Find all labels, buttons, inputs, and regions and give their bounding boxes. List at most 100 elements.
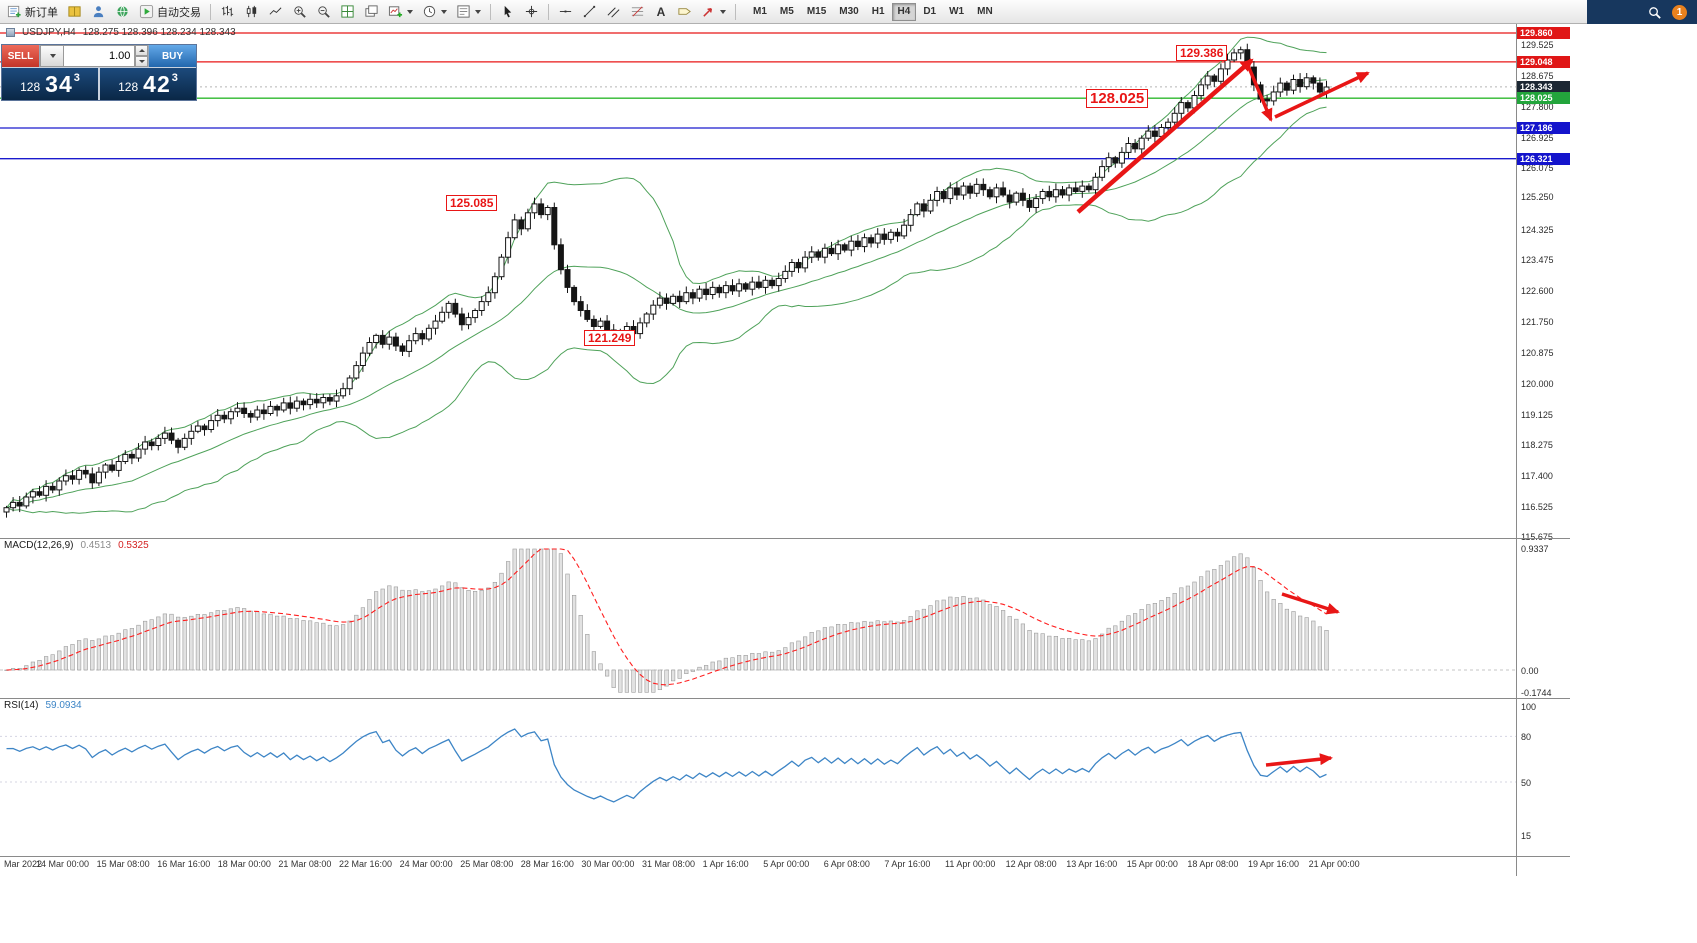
time-axis-label[interactable]: 30 Mar 00:00 [581,859,635,869]
search-icon[interactable] [1647,5,1662,20]
trend-arrow-1[interactable] [1076,58,1254,214]
autotrading-button[interactable]: 自动交易 [135,2,205,22]
time-axis-label[interactable]: 31 Mar 08:00 [642,859,696,869]
lot-spinner [135,45,148,67]
lot-size-input[interactable] [64,45,136,67]
price-tick: 120.000 [1521,378,1554,389]
buy-button[interactable]: BUY [148,45,196,67]
fibonacci-button[interactable] [626,2,649,22]
trade-panel-dropdown[interactable] [40,45,64,67]
bollinger-bands [6,36,1327,514]
time-axis-label[interactable]: 18 Apr 08:00 [1187,859,1239,869]
new-chart-button[interactable] [384,2,417,22]
timeframe-button-D1[interactable]: D1 [917,3,942,21]
chevron-down-icon [49,54,56,58]
cascade-windows-button[interactable] [360,2,383,22]
time-axis-label[interactable]: 13 Apr 16:00 [1066,859,1118,869]
guide-button[interactable] [63,2,86,22]
channel-icon [607,7,620,18]
lot-decrease-button[interactable] [135,56,148,67]
panel-separator-macd[interactable] [0,538,1570,539]
profile-button[interactable] [87,2,110,22]
macd-name: MACD(12,26,9) [4,540,74,551]
price-annotation[interactable]: 121.249 [584,330,636,346]
tile-windows-button[interactable] [336,2,359,22]
timeframe-button-H4[interactable]: H4 [891,2,917,21]
bars-chart-icon [221,5,234,17]
shapes-button[interactable] [697,2,730,22]
crosshair-button[interactable] [520,2,543,22]
time-axis-label[interactable]: 16 Mar 16:00 [157,859,211,869]
price-annotation[interactable]: 128.025 [1086,89,1149,108]
channel-button[interactable] [602,2,625,22]
time-axis-label[interactable]: 25 Mar 08:00 [460,859,514,869]
time-axis-label[interactable]: 15 Apr 00:00 [1126,859,1178,869]
time-axis-label[interactable]: 22 Mar 16:00 [339,859,393,869]
chart-title: USDJPY,H4 128.275 128.396 128.234 128.34… [6,27,236,38]
time-axis-label[interactable]: 5 Apr 00:00 [763,859,810,869]
trend-arrow-4[interactable] [1281,592,1340,615]
buy-price[interactable]: 128 42 3 [100,68,196,100]
price-flag-129.048: 129.048 [1517,55,1570,68]
time-axis-label[interactable]: Mar 2022 [4,859,43,869]
templates-button[interactable] [452,2,485,22]
zoom-out-button[interactable] [312,2,335,22]
trend-arrow-3[interactable] [1274,71,1370,119]
periods-button[interactable] [418,2,451,22]
time-axis-label[interactable]: 7 Apr 16:00 [884,859,931,869]
timeframe-button-W1[interactable]: W1 [943,3,970,21]
timeframe-button-M30[interactable]: M30 [833,3,864,21]
price-tick: 126.075 [1521,162,1554,173]
price-tick: 128.675 [1521,70,1554,81]
trend-arrow-5[interactable] [1265,753,1333,767]
sell-button[interactable]: SELL [2,45,40,67]
zoom-in-button[interactable] [288,2,311,22]
candlestick-chart-button[interactable] [240,2,263,22]
time-axis-label[interactable]: 12 Apr 08:00 [1005,859,1057,869]
notification-badge[interactable]: 1 [1672,4,1687,20]
timeframe-button-MN[interactable]: MN [971,3,999,21]
time-axis-label[interactable]: 21 Mar 08:00 [278,859,332,869]
timeframe-button-M15[interactable]: M15 [801,3,832,21]
community-button[interactable] [111,2,134,22]
price-flag-129.860: 129.860 [1517,27,1570,39]
cursor-button[interactable] [496,2,519,22]
timeframe-button-M1[interactable]: M1 [747,3,773,21]
toolbar-separator [735,3,736,20]
cursor-icon [504,5,512,18]
sell-price[interactable]: 128 34 3 [2,68,98,100]
toolbar-separator [210,3,211,20]
time-axis-label[interactable]: 1 Apr 16:00 [702,859,749,869]
timeframe-button-M5[interactable]: M5 [774,3,800,21]
lot-increase-button[interactable] [135,45,148,56]
trend-arrow-2[interactable] [1245,62,1273,122]
bb-upper [6,36,1327,509]
horizontal-line-button[interactable] [554,2,577,22]
time-axis-label[interactable]: 18 Mar 00:00 [217,859,271,869]
label-tool-button[interactable] [673,2,696,22]
time-axis-label[interactable]: 19 Apr 16:00 [1248,859,1300,869]
price-annotation[interactable]: 125.085 [446,195,498,211]
time-axis-label[interactable]: 21 Apr 00:00 [1308,859,1360,869]
macd-signal-line [6,548,1327,686]
price-annotation[interactable]: 129.386 [1176,45,1228,61]
toolbar-separator [548,3,549,20]
time-axis-label[interactable]: 15 Mar 08:00 [96,859,150,869]
time-axis-label[interactable]: 28 Mar 16:00 [520,859,574,869]
cascade-windows-icon [365,5,378,17]
price-tick: 118.275 [1521,440,1553,451]
time-axis-label[interactable]: 6 Apr 08:00 [823,859,870,869]
timeframe-button-H1[interactable]: H1 [866,3,891,21]
chart-canvas[interactable] [0,24,1516,856]
bar-chart-button[interactable] [216,2,239,22]
time-axis-label[interactable]: 11 Apr 00:00 [945,859,996,869]
text-tool-button[interactable]: A [650,2,672,22]
price-axis[interactable] [1516,24,1570,876]
line-chart-button[interactable] [264,2,287,22]
time-axis-label[interactable]: 24 Mar 00:00 [399,859,453,869]
trendline-button[interactable] [578,2,601,22]
rsi-line [6,728,1327,803]
time-axis-label[interactable]: 14 Mar 00:00 [36,859,90,869]
panel-separator-rsi[interactable] [0,698,1570,699]
new-order-button[interactable]: 新订单 [3,2,62,22]
